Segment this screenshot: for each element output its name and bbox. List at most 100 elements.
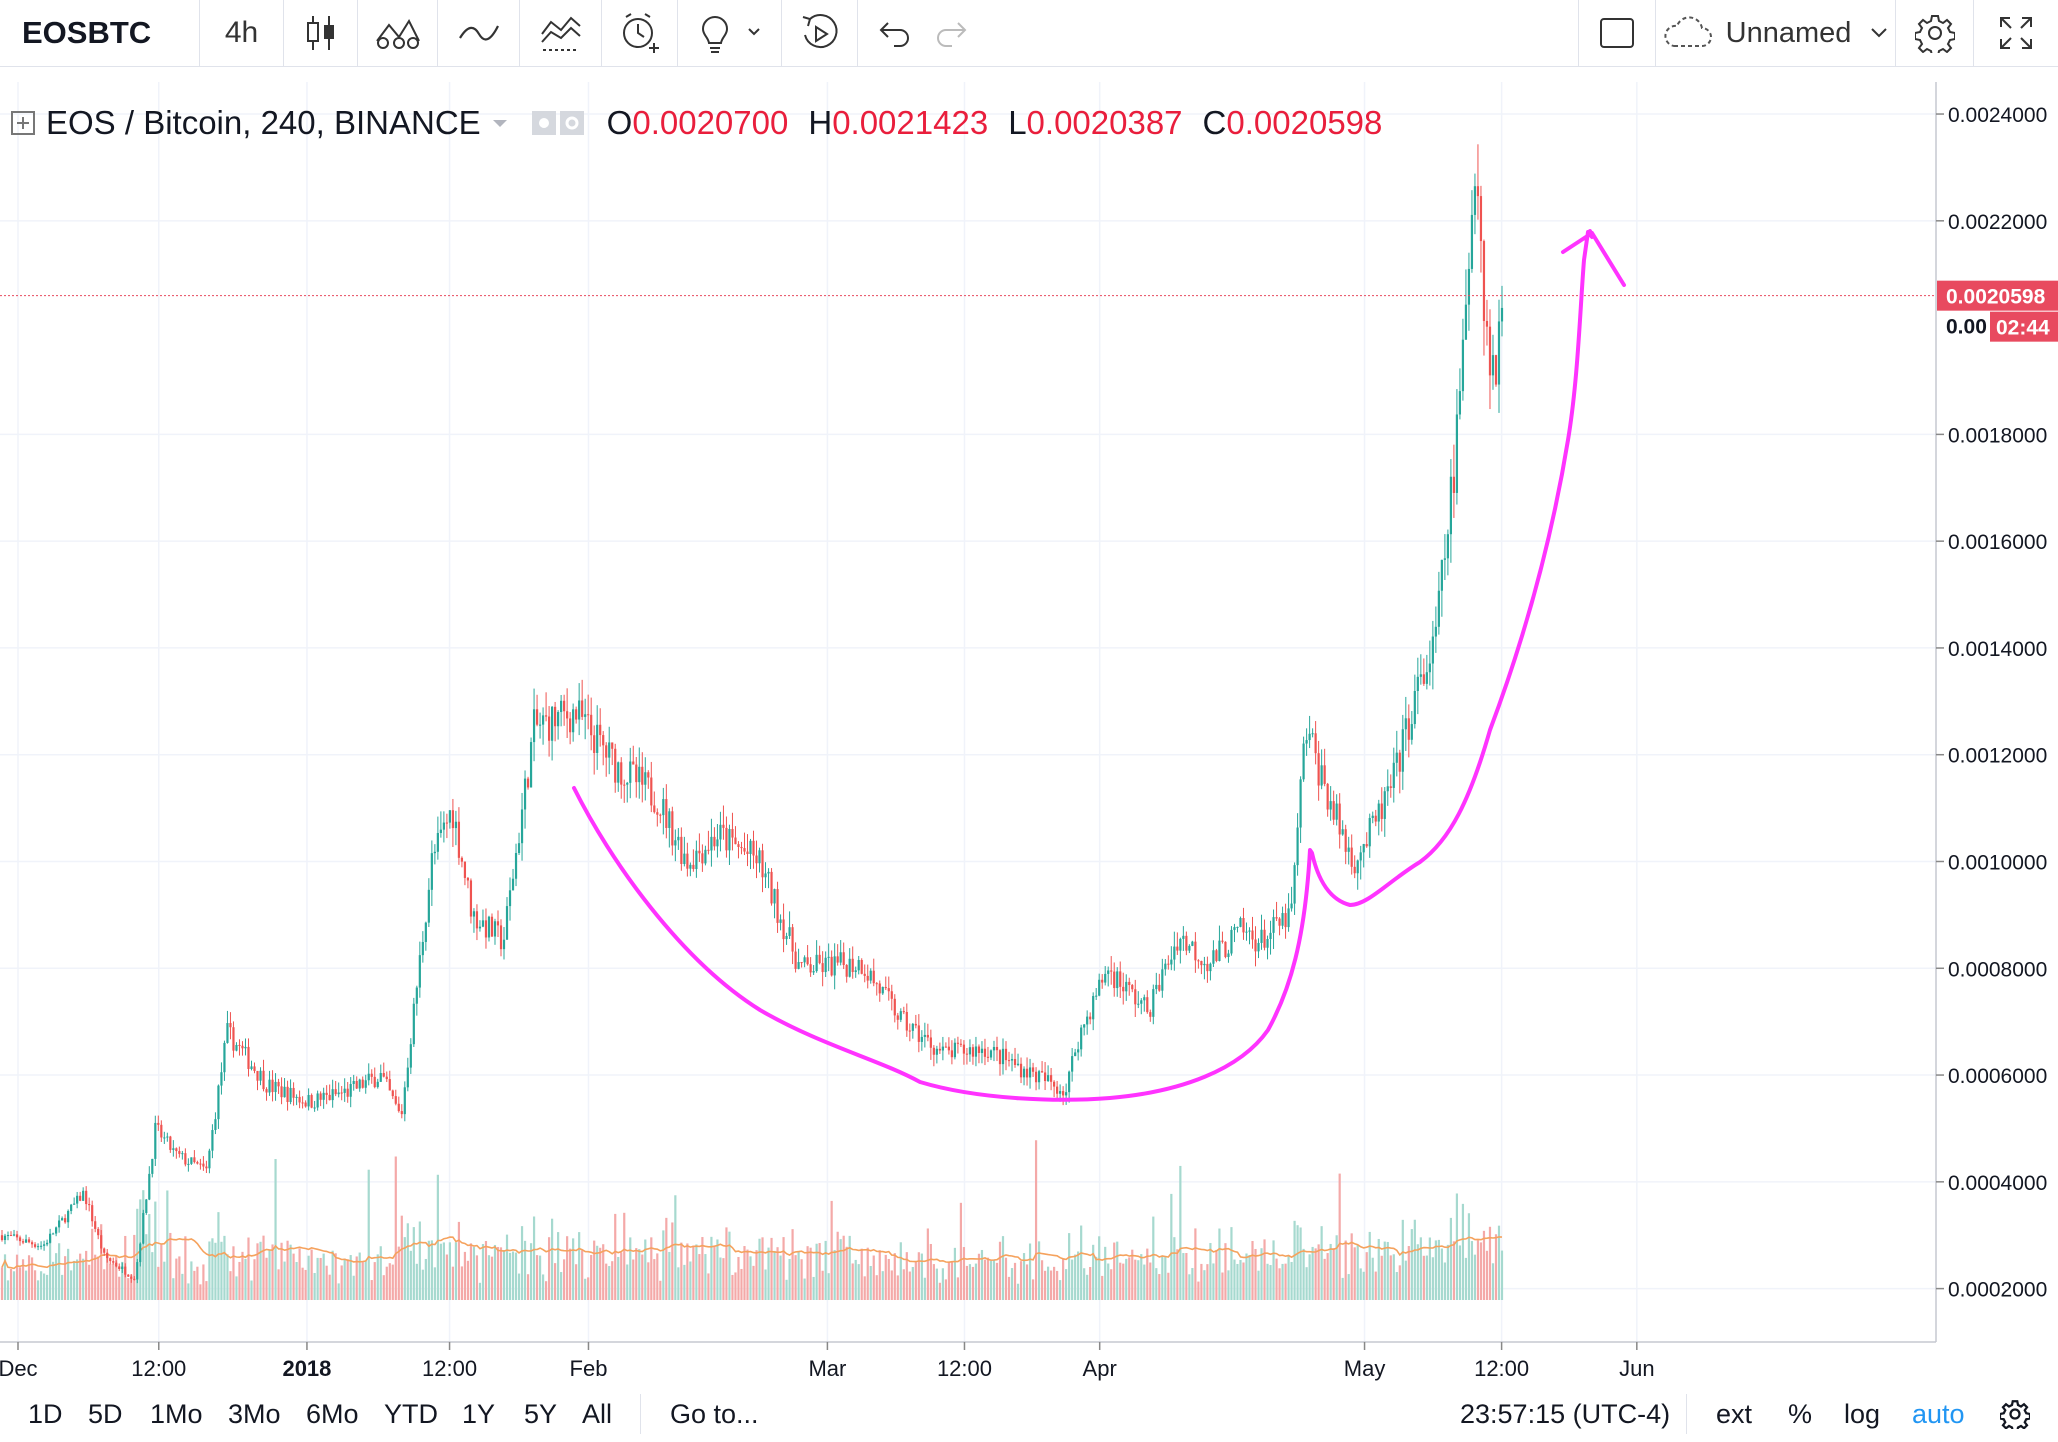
range-1d[interactable]: 1D [28,1398,63,1429]
candle-body [1001,1048,1005,1065]
candle-body [388,1079,391,1091]
candle-body [1488,326,1492,376]
candle-body [457,821,461,858]
volume-bar [563,1259,566,1300]
clock-label[interactable]: 23:57:15 (UTC-4) [1460,1398,1671,1429]
candle-body [1095,995,1098,997]
range-all[interactable]: All [582,1398,613,1429]
volume-bar [415,1263,418,1300]
volume-bar [638,1249,641,1300]
range-5y[interactable]: 5Y [524,1398,558,1429]
undo-icon[interactable] [874,18,914,48]
percent-toggle[interactable]: % [1788,1398,1813,1429]
candle-body [791,927,794,952]
volume-bar [1425,1255,1428,1300]
volume-bar [1404,1260,1407,1300]
volume-bar [1458,1245,1462,1300]
range-6mo[interactable]: 6Mo [306,1398,359,1429]
candle-body [1107,970,1110,974]
candle-body [1293,865,1296,904]
candle-body [1287,908,1290,928]
candle-body [202,1163,205,1167]
range-5d[interactable]: 5D [88,1398,123,1429]
candle-body [1125,981,1128,992]
volume-bar [280,1242,283,1300]
range-1y[interactable]: 1Y [462,1398,496,1429]
volume-bar [668,1251,671,1300]
ideas-icon[interactable] [678,0,782,66]
volume-bar [1037,1241,1041,1300]
y-tick-label: 0.0012000 [1948,745,2047,768]
candle-body [767,871,770,874]
range-ytd[interactable]: YTD [384,1398,438,1429]
volume-bar [752,1265,755,1300]
volume-bar [1281,1263,1284,1300]
goto-button[interactable]: Go to... [670,1398,759,1429]
candle-body [770,871,773,904]
volume-bar [656,1253,659,1300]
volume-bar [271,1244,274,1300]
volume-bar [79,1253,82,1300]
time-axis[interactable]: Dec 12:00 2018 12:00 Feb Mar 12:00 Apr May 12:00 J… [0,1342,1655,1381]
volume-bar [259,1241,262,1300]
volume-bar [430,1240,433,1300]
financials-icon[interactable] [520,0,602,66]
auto-toggle[interactable]: auto [1912,1398,1965,1429]
log-toggle[interactable]: log [1844,1398,1881,1429]
volume-bar [91,1228,94,1300]
volume-bar [1383,1241,1386,1300]
alert-icon[interactable] [602,0,678,66]
fullscreen-icon[interactable] [1974,0,2058,66]
interval-button[interactable]: 4h [200,0,284,66]
cup-and-handle-drawing[interactable] [572,229,1626,1102]
chart-properties-gear-icon[interactable] [2000,1386,2030,1442]
volume-bar [818,1243,821,1300]
candles-style-icon[interactable] [284,0,358,66]
legend-settings-icon[interactable] [559,110,585,136]
volume-bar [1290,1261,1293,1300]
volume-bar [6,1280,10,1300]
candle-body [578,700,581,720]
replay-icon[interactable] [782,0,858,66]
candle-body [1461,339,1465,392]
layout-save-button[interactable]: Unnamed [1656,0,1896,66]
symbol-search-button[interactable]: EOSBTC [0,0,200,66]
candle-body [142,1212,145,1244]
candle-body [385,1076,388,1080]
volume-bar [496,1246,500,1300]
volume-bar [815,1243,818,1300]
candle-body [1305,740,1308,744]
candle-body [971,1047,975,1057]
price-axis[interactable]: 0.0024000 0.0022000 0.0018000 0.0016000 0.00… [1936,104,2047,1302]
volume-bar [584,1278,587,1300]
candle-body [1218,940,1221,961]
volume-bar [911,1266,914,1300]
eye-icon[interactable] [531,110,557,136]
candle-body [283,1086,286,1098]
caret-down-icon[interactable] [491,117,509,129]
redo-icon[interactable] [932,18,972,48]
indicators-icon[interactable] [358,0,438,66]
series-title[interactable]: EOS / Bitcoin, 240, BINANCE [46,104,481,141]
candle-body [1062,1091,1065,1096]
volume-bar [581,1250,584,1300]
chart-legend: EOS / Bitcoin, 240, BINANCE O 0.0020700 H… [10,103,1382,143]
range-1mo[interactable]: 1Mo [150,1398,203,1429]
candle-body [947,1046,950,1051]
range-3mo[interactable]: 3Mo [228,1398,281,1429]
plus-square-icon[interactable] [10,110,36,136]
volume-bar [1275,1258,1278,1300]
y-tick-label: 0.0024000 [1948,104,2047,127]
settings-gear-icon[interactable] [1896,0,1974,66]
candle-body [268,1079,271,1093]
candle-body [635,764,638,783]
x-tick-label: 12:00 [937,1356,992,1381]
divider [1686,1394,1687,1434]
volume-bar [127,1278,130,1300]
fullscreen-frame-icon[interactable] [1578,0,1656,66]
volume-bar [1314,1248,1317,1300]
ext-toggle[interactable]: ext [1716,1398,1753,1429]
candle-body [614,748,617,783]
price-chart[interactable]: 0.0024000 0.0022000 0.0018000 0.0016000 0.00… [0,82,2058,1386]
compare-icon[interactable] [438,0,520,66]
